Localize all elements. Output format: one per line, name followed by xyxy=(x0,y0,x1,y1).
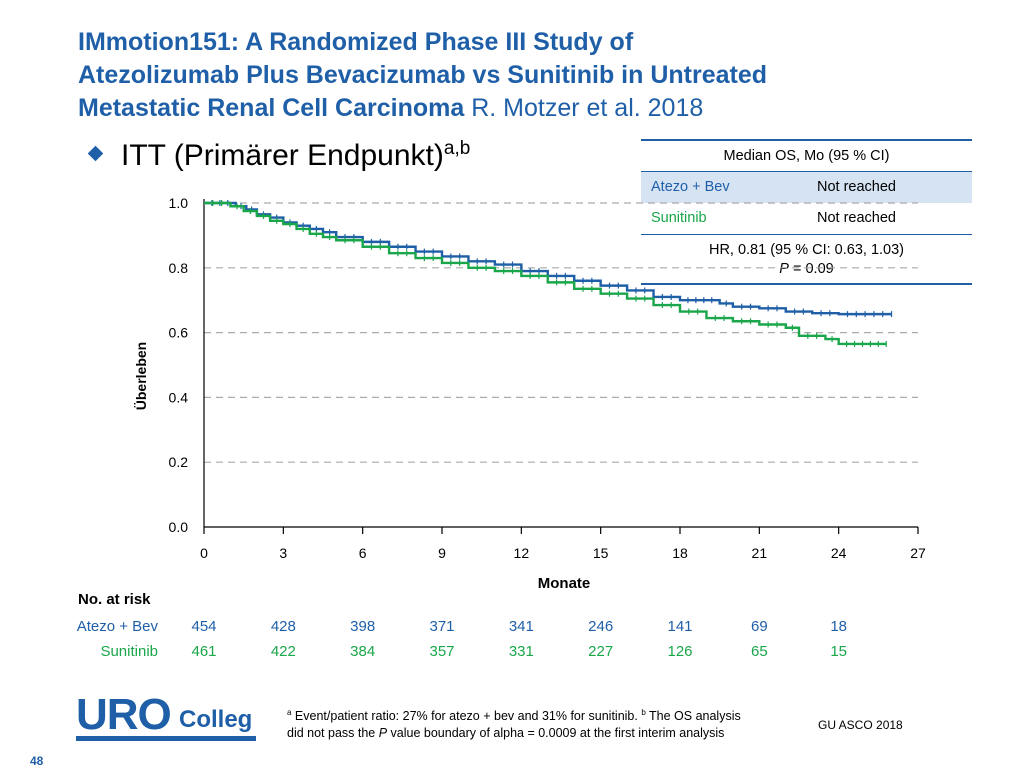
risk-count: 65 xyxy=(750,643,768,660)
bullet-superscript: a,b xyxy=(443,138,471,159)
risk-count: 341 xyxy=(508,618,534,635)
os-arm-sunitinib: Sunitinib xyxy=(651,210,707,226)
risk-count: 141 xyxy=(667,618,693,635)
os-table-row-sunitinib: Sunitinib Not reached xyxy=(641,203,972,234)
footnote-b-p: P xyxy=(378,726,388,741)
x-tick-label: 9 xyxy=(438,545,446,561)
y-tick-label: 0.0 xyxy=(169,519,189,535)
risk-table-title: No. at risk xyxy=(78,591,151,608)
risk-count: 18 xyxy=(830,618,847,635)
y-tick-label: 1.0 xyxy=(169,195,189,211)
median-os-table: Median OS, Mo (95 % CI) Atezo + Bev Not … xyxy=(641,139,972,285)
risk-count: 357 xyxy=(429,643,455,660)
risk-count: 428 xyxy=(270,618,296,635)
x-tick-label: 27 xyxy=(910,545,926,561)
chart-axes xyxy=(203,199,918,528)
x-axis-label: Monate xyxy=(538,575,591,592)
risk-count: 246 xyxy=(588,618,614,635)
x-tick-label: 12 xyxy=(514,545,530,561)
page-number: 48 xyxy=(30,754,44,768)
x-tick-label: 6 xyxy=(359,545,367,561)
risk-row-label: Atezo + Bev xyxy=(76,618,158,635)
p-value: = 0.09 xyxy=(788,261,834,277)
conference-label: GU ASCO 2018 xyxy=(818,718,903,732)
y-axis-label: Überleben xyxy=(133,342,149,410)
title-line-3-wrap: Metastatic Renal Cell Carcinoma R. Motze… xyxy=(78,92,978,125)
y-tick-label: 0.6 xyxy=(169,325,189,341)
logo-colleg-text: Colleg xyxy=(179,706,253,733)
footnote-b-mark: b xyxy=(641,708,646,717)
risk-count: 227 xyxy=(588,643,614,660)
urocolleg-logo: URO Colleg xyxy=(76,690,256,742)
hr-line: HR, 0.81 (95 % CI: 0.63, 1.03) xyxy=(708,242,905,258)
risk-count: 398 xyxy=(350,618,376,635)
y-tick-label: 0.8 xyxy=(169,260,189,276)
bullet-heading: ITT (Primärer Endpunkt)a,b xyxy=(87,138,471,173)
footnote-b2: did not pass the xyxy=(287,726,379,741)
risk-count: 454 xyxy=(191,618,217,635)
risk-count: 126 xyxy=(667,643,693,660)
survival-curves xyxy=(204,200,893,347)
risk-count: 69 xyxy=(750,618,768,635)
x-axis-ticks: 0 3 6 9 12 15 18 21 24 27 xyxy=(200,527,926,561)
risk-count: 384 xyxy=(350,643,376,660)
y-tick-label: 0.4 xyxy=(169,389,189,405)
x-tick-label: 15 xyxy=(593,545,609,561)
title-line-2: Atezolizumab Plus Bevacizumab vs Sunitin… xyxy=(78,61,768,89)
os-table-row-atezo: Atezo + Bev Not reached xyxy=(641,172,972,203)
atezo-bev-curve xyxy=(204,201,892,316)
os-arm-atezo: Atezo + Bev xyxy=(651,179,730,195)
slide-title: IMmotion151: A Randomized Phase III Stud… xyxy=(78,26,978,125)
title-line-3: Metastatic Renal Cell Carcinoma xyxy=(78,94,465,122)
risk-count: 15 xyxy=(830,643,847,660)
p-value-line: P = 0.09 xyxy=(641,260,972,279)
risk-count: 331 xyxy=(508,643,534,660)
risk-count: 461 xyxy=(191,643,217,660)
footnote-b3: value boundary of alpha = 0.0009 at the … xyxy=(387,726,725,741)
logo-underline xyxy=(76,736,256,741)
x-tick-label: 21 xyxy=(752,545,768,561)
risk-count: 422 xyxy=(270,643,296,660)
os-table-header: Median OS, Mo (95 % CI) xyxy=(641,139,972,172)
risk-row-label: Sunitinib xyxy=(100,643,158,660)
os-value-sunitinib: Not reached xyxy=(817,210,896,226)
x-tick-label: 24 xyxy=(831,545,847,561)
sunitinib-curve xyxy=(204,201,887,346)
os-value-atezo: Not reached xyxy=(817,179,896,195)
y-axis-ticks: 0.0 0.2 0.4 0.6 0.8 1.0 xyxy=(169,195,189,535)
hazard-ratio: HR, 0.81 (95 % CI: 0.63, 1.03) P = 0.09 xyxy=(641,234,972,285)
x-tick-label: 18 xyxy=(672,545,688,561)
logo-uro-text: URO xyxy=(76,690,172,739)
risk-count: 371 xyxy=(429,618,455,635)
bullet-text: ITT (Primärer Endpunkt) xyxy=(121,139,444,172)
footnote-a-mark: a xyxy=(287,708,292,717)
x-tick-label: 0 xyxy=(200,545,208,561)
p-italic: P xyxy=(779,261,789,277)
footnote-a: Event/patient ratio: 27% for atezo + bev… xyxy=(291,709,642,724)
footnote: a Event/patient ratio: 27% for atezo + b… xyxy=(287,704,817,742)
author: R. Motzer et al. 2018 xyxy=(471,94,704,122)
footnote-b1: The OS analysis xyxy=(645,709,741,724)
title-line-1: IMmotion151: A Randomized Phase III Stud… xyxy=(78,28,634,56)
grid-lines xyxy=(204,202,918,463)
y-tick-label: 0.2 xyxy=(169,454,189,470)
x-tick-label: 3 xyxy=(279,545,287,561)
